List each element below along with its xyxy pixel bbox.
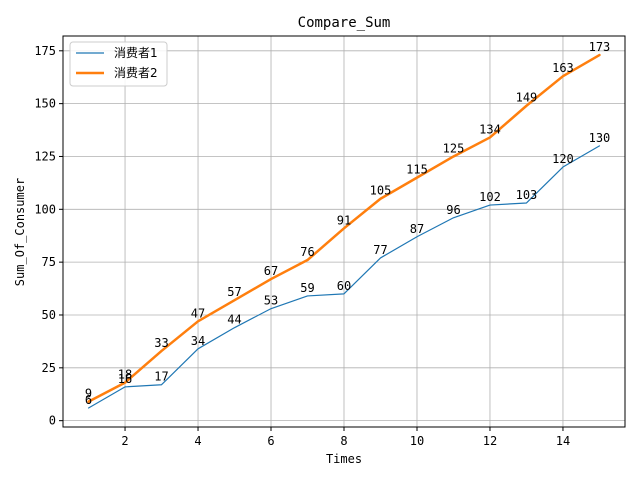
data-label: 115: [406, 163, 428, 177]
data-label: 125: [443, 141, 465, 155]
data-label: 16: [118, 372, 132, 386]
x-axis-label: Times: [326, 452, 362, 466]
y-tick-label: 175: [34, 44, 56, 58]
data-label: 6: [85, 393, 92, 407]
data-label: 53: [264, 294, 278, 308]
y-axis-label: Sum_Of_Consumer: [13, 178, 27, 286]
data-label: 149: [516, 91, 538, 105]
y-tick-label: 150: [34, 97, 56, 111]
y-tick-label: 0: [49, 414, 56, 428]
data-label: 9: [85, 387, 92, 401]
data-label: 173: [589, 40, 611, 54]
data-label: 130: [589, 131, 611, 145]
data-label: 57: [227, 285, 241, 299]
series-line-2: [87, 53, 601, 403]
x-tick-label: 4: [194, 434, 201, 448]
y-tick-label: 75: [42, 255, 56, 269]
data-label: 96: [446, 203, 460, 217]
data-label: 33: [154, 336, 168, 350]
legend-label-2: 消费者2: [114, 66, 158, 80]
chart-title: Compare_Sum: [298, 15, 391, 31]
data-label: 134: [479, 122, 501, 136]
series-line-1: [87, 145, 601, 409]
x-tick-label: 2: [121, 434, 128, 448]
x-tick-label: 14: [556, 434, 570, 448]
data-label: 102: [479, 190, 501, 204]
data-label: 76: [300, 245, 314, 259]
data-label: 91: [337, 213, 351, 227]
x-tick-label: 8: [340, 434, 347, 448]
data-label: 44: [227, 313, 241, 327]
data-label: 17: [154, 370, 168, 384]
legend: 消费者1 消费者2: [69, 41, 168, 87]
data-label: 105: [370, 184, 392, 198]
y-tick-label: 100: [34, 202, 56, 216]
series-layer: [87, 53, 601, 409]
data-label: 120: [552, 152, 574, 166]
y-tick-label: 125: [34, 149, 56, 163]
x-tick-label: 6: [267, 434, 274, 448]
data-label: 34: [191, 334, 205, 348]
y-tick-label: 50: [42, 308, 56, 322]
data-label: 18: [118, 368, 132, 382]
grid: [63, 36, 625, 427]
x-tick-label: 10: [410, 434, 424, 448]
axis-ticks: 2 4 6 8 10 12 14 0 25 50 75 100 125 150 175: [34, 44, 570, 448]
data-labels: 6 16 17 34 44 53 59 60 77 87 96 102 103 120 130 9 18 33 47…: [85, 40, 610, 407]
data-label: 47: [191, 306, 205, 320]
legend-label-1: 消费者1: [114, 46, 158, 60]
data-label: 59: [300, 281, 314, 295]
data-label: 67: [264, 264, 278, 278]
data-label: 103: [516, 188, 538, 202]
data-label: 60: [337, 279, 351, 293]
data-label: 77: [373, 243, 387, 257]
data-label: 163: [552, 61, 574, 75]
data-label: 87: [410, 222, 424, 236]
x-tick-label: 12: [483, 434, 497, 448]
y-tick-label: 25: [42, 361, 56, 375]
